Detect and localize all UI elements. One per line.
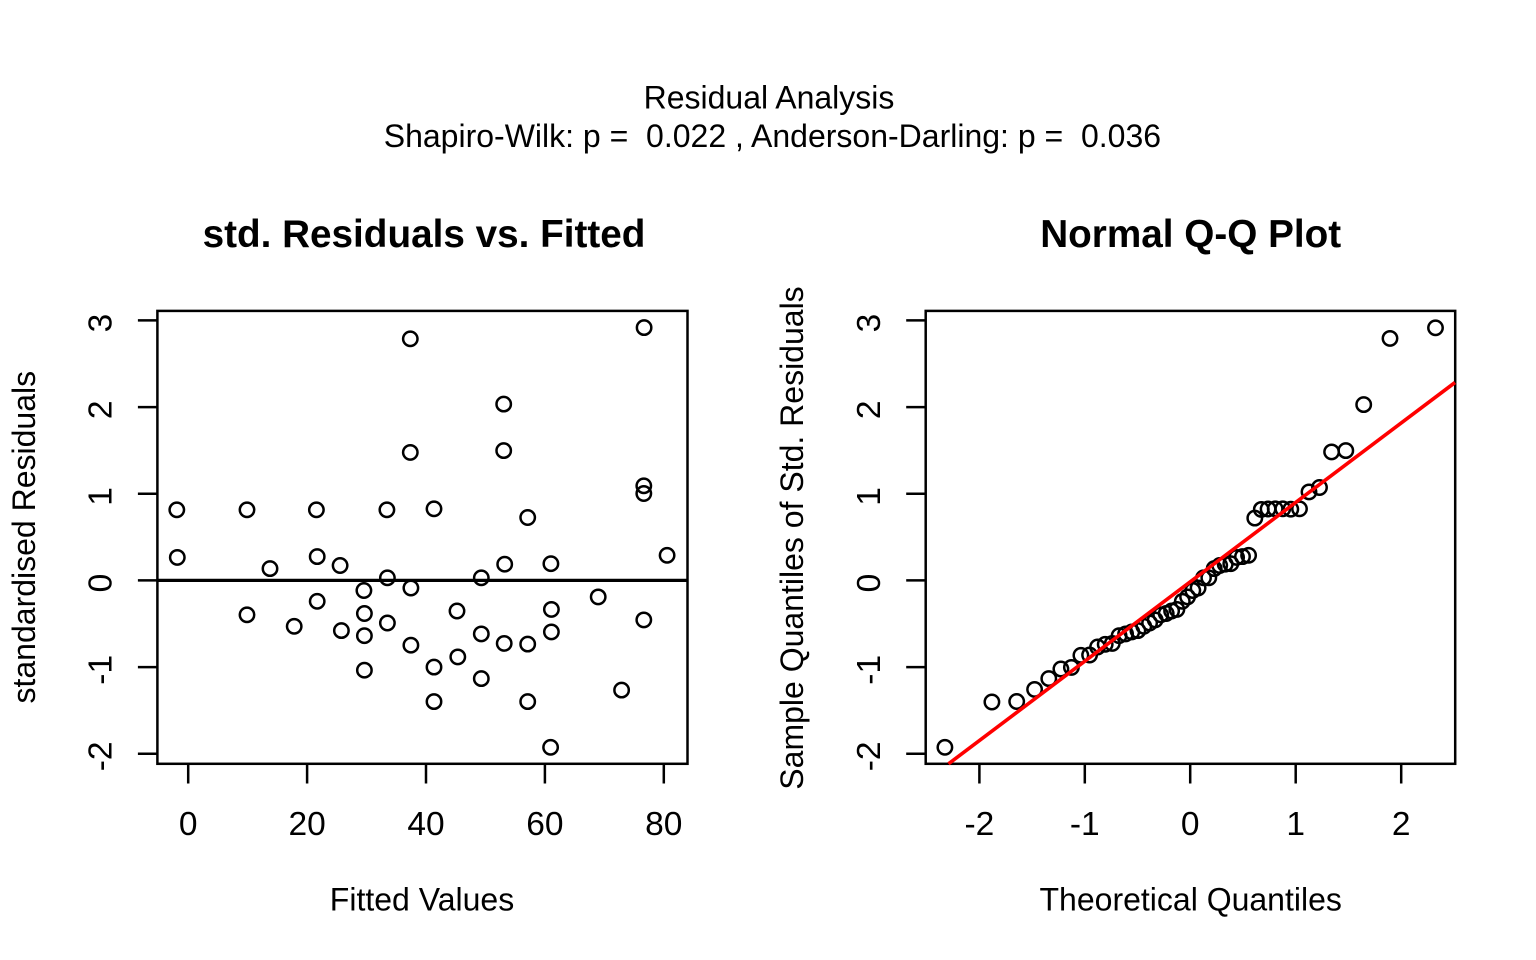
svg-text:-2: -2: [965, 806, 995, 843]
svg-text:1: 1: [83, 487, 120, 506]
svg-text:Normal Q-Q Plot: Normal Q-Q Plot: [1040, 213, 1341, 256]
svg-text:-1: -1: [83, 655, 120, 685]
svg-text:standardised Residuals: standardised Residuals: [6, 371, 42, 704]
svg-text:0: 0: [851, 574, 888, 593]
svg-text:2: 2: [1392, 806, 1411, 843]
svg-text:2: 2: [83, 400, 120, 419]
svg-text:-2: -2: [83, 742, 120, 772]
svg-text:3: 3: [83, 314, 120, 333]
svg-text:-1: -1: [1070, 806, 1100, 843]
svg-text:Residual Analysis: Residual Analysis: [644, 79, 895, 115]
svg-text:80: 80: [645, 806, 682, 843]
svg-text:-2: -2: [851, 742, 888, 772]
svg-text:20: 20: [288, 806, 325, 843]
svg-text:40: 40: [407, 806, 444, 843]
svg-text:Theoretical Quantiles: Theoretical Quantiles: [1040, 882, 1342, 918]
svg-text:3: 3: [851, 314, 888, 333]
svg-text:60: 60: [526, 806, 563, 843]
svg-text:-1: -1: [851, 655, 888, 685]
svg-text:1: 1: [851, 487, 888, 506]
svg-text:0: 0: [179, 806, 198, 843]
svg-text:0: 0: [83, 574, 120, 593]
svg-text:1: 1: [1286, 806, 1305, 843]
svg-text:Shapiro-Wilk: p = 0.022 , And: Shapiro-Wilk: p = 0.022 , Anderson-Darli…: [384, 118, 1161, 154]
svg-text:0: 0: [1181, 806, 1200, 843]
svg-text:2: 2: [851, 400, 888, 419]
svg-text:Fitted Values: Fitted Values: [330, 882, 514, 918]
svg-text:std. Residuals vs. Fitted: std. Residuals vs. Fitted: [203, 213, 646, 256]
svg-text:Sample Quantiles of Std. Resid: Sample Quantiles of Std. Residuals: [774, 286, 810, 789]
